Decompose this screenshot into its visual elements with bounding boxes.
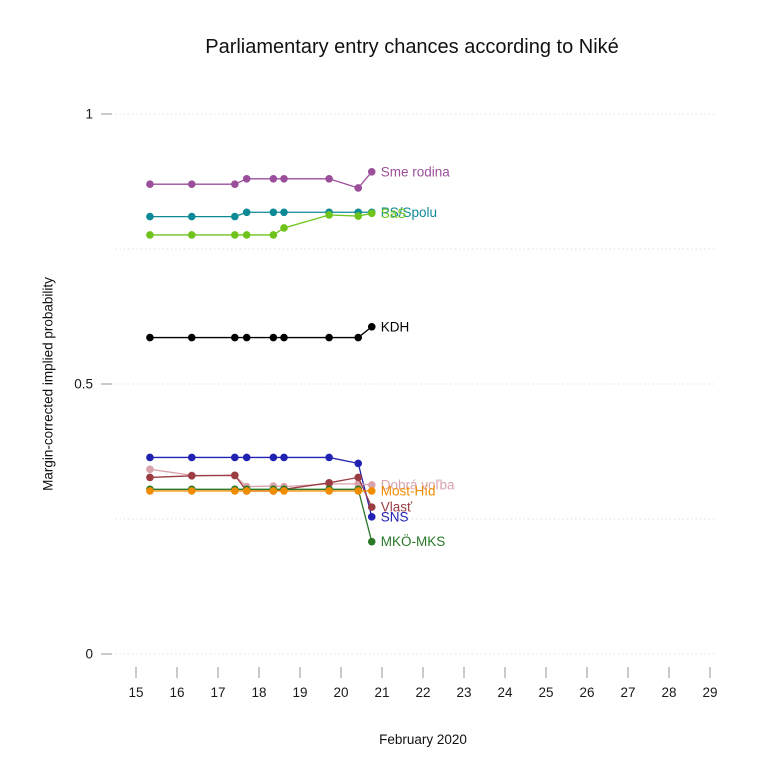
data-point-sas: [187, 231, 196, 239]
data-point-kdh: [354, 333, 363, 342]
data-point-vlas: [146, 473, 154, 482]
x-tick-label-26: 26: [579, 685, 594, 700]
data-point-sns: [280, 453, 288, 462]
data-point-mk-mks: [367, 537, 376, 546]
data-point-sme-rodina: [146, 180, 154, 188]
data-point-sme-rodina: [280, 175, 288, 183]
data-point-ps-spolu: [187, 212, 196, 221]
data-point-most-h-d: [187, 487, 196, 495]
data-point-vlas: [325, 479, 333, 487]
series-label-sas: SaS: [381, 206, 407, 221]
x-tick-label-29: 29: [702, 685, 717, 700]
data-point-ps-spolu: [242, 208, 251, 217]
data-point-most-h-d: [354, 487, 363, 495]
data-point-sas: [280, 224, 288, 232]
data-point-most-h-d: [325, 487, 333, 495]
data-point-sas: [231, 231, 239, 239]
series-label-dobr-vo-ba: Dobrá voľba: [381, 477, 455, 492]
series-line-kdh: [149, 326, 373, 339]
series-label-most-h-d: Most-Híd: [381, 483, 436, 498]
data-point-vlas: [354, 473, 363, 482]
data-point-dobr-vo-ba: [146, 465, 154, 474]
series-line-dobr-vo-ba: [149, 468, 372, 488]
data-point-sme-rodina: [367, 167, 376, 176]
data-point-sas: [146, 231, 154, 239]
x-tick-label-18: 18: [251, 685, 266, 700]
data-point-kdh: [325, 333, 333, 342]
x-tick-label-28: 28: [661, 685, 676, 700]
x-tick-label-22: 22: [415, 685, 430, 700]
data-point-sme-rodina: [325, 175, 333, 183]
series-label-sme-rodina: Sme rodina: [381, 164, 451, 179]
series-label-sns: SNS: [381, 509, 409, 524]
data-point-most-h-d: [146, 487, 154, 495]
series-line-mk-mks: [149, 488, 373, 542]
data-point-sme-rodina: [354, 184, 363, 192]
data-point-sas: [242, 231, 251, 239]
series-label-ps-spolu: PS/Spolu: [381, 205, 437, 220]
data-point-vlas: [367, 503, 376, 511]
data-point-most-h-d: [367, 487, 376, 495]
x-tick-label-20: 20: [333, 685, 348, 700]
data-point-vlas: [187, 472, 196, 480]
data-point-sas: [354, 212, 363, 220]
data-point-kdh: [280, 333, 288, 342]
data-point-kdh: [269, 333, 278, 342]
y-tick-label-0.5: 0.5: [74, 377, 93, 392]
data-point-kdh: [242, 333, 251, 342]
data-point-most-h-d: [269, 487, 278, 495]
x-tick-label-27: 27: [620, 685, 635, 700]
x-tick-label-25: 25: [538, 685, 553, 700]
x-tick-label-19: 19: [292, 685, 307, 700]
x-tick-label-21: 21: [374, 685, 389, 700]
x-tick-label-15: 15: [128, 685, 143, 700]
data-point-most-h-d: [231, 487, 239, 495]
series-line-sns: [149, 456, 373, 517]
y-tick-label-1: 1: [85, 107, 93, 122]
data-point-sme-rodina: [269, 175, 278, 183]
data-point-sns: [146, 453, 154, 462]
y-tick-label-0: 0: [85, 647, 93, 662]
data-point-ps-spolu: [231, 212, 239, 221]
data-point-ps-spolu: [146, 212, 154, 221]
data-point-kdh: [231, 333, 239, 342]
data-point-ps-spolu: [280, 208, 288, 217]
data-point-vlas: [231, 471, 239, 480]
data-point-most-h-d: [280, 487, 288, 495]
series-line-sme-rodina: [149, 171, 373, 189]
data-point-sns: [187, 453, 196, 462]
data-point-sns: [354, 459, 363, 468]
data-point-sas: [269, 231, 278, 239]
data-point-dobr-vo-ba: [367, 481, 376, 489]
data-point-ps-spolu: [269, 208, 278, 217]
data-point-sme-rodina: [242, 175, 251, 183]
data-point-kdh: [187, 333, 196, 342]
series-label-mk-mks: MKÖ-MKS: [381, 534, 446, 549]
x-axis-title: February 2020: [379, 732, 467, 747]
data-point-sas: [325, 211, 333, 219]
data-point-sns: [325, 453, 333, 462]
chart-title: Parliamentary entry chances according to…: [205, 36, 619, 58]
data-point-sns: [367, 513, 376, 521]
data-point-sns: [269, 453, 278, 462]
data-point-sns: [242, 453, 251, 462]
data-point-sns: [231, 453, 239, 462]
x-tick-label-23: 23: [456, 685, 471, 700]
x-tick-label-24: 24: [497, 685, 513, 700]
data-point-sas: [367, 209, 376, 218]
data-point-sme-rodina: [231, 180, 239, 188]
data-point-kdh: [367, 322, 376, 331]
series-label-vlas: Vlasť: [381, 500, 413, 515]
data-point-sme-rodina: [187, 180, 196, 188]
x-tick-label-16: 16: [169, 685, 184, 700]
data-point-kdh: [146, 333, 154, 342]
series-label-kdh: KDH: [381, 319, 410, 334]
data-point-most-h-d: [242, 487, 251, 495]
x-tick-label-17: 17: [210, 685, 225, 700]
